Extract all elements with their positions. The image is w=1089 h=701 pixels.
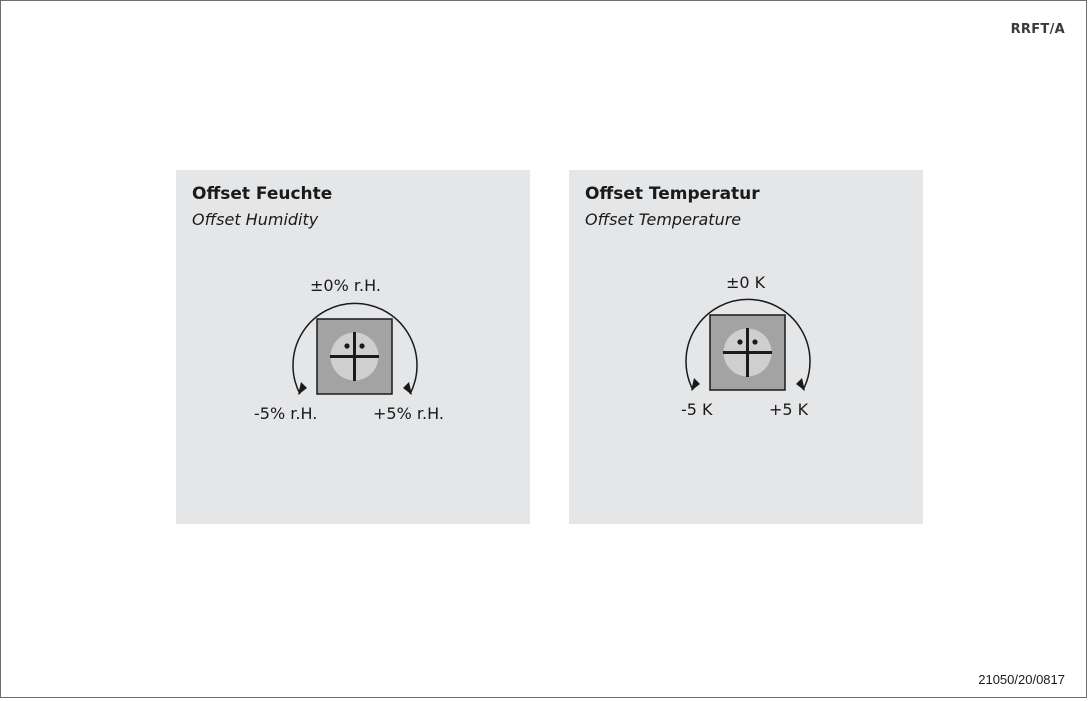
humidity-left-label: -5% r.H. bbox=[254, 404, 318, 423]
rotation-arc bbox=[292, 302, 418, 395]
knob-dot-left bbox=[344, 343, 350, 349]
humidity-panel-subtitle: Offset Humidity bbox=[192, 210, 319, 229]
temperature-panel-subtitle: Offset Temperature bbox=[585, 210, 742, 229]
humidity-panel-title: Offset Feuchte bbox=[192, 184, 333, 204]
temperature-center-label: ±0 K bbox=[726, 273, 766, 292]
knob-dot-right bbox=[752, 339, 758, 345]
document-number: 21050/20/0817 bbox=[978, 672, 1065, 687]
knob-slot-horizontal bbox=[330, 355, 379, 358]
knob-slot-horizontal bbox=[723, 351, 772, 354]
temperature-offset-panel: Offset Temperatur Offset Temperature ±0 … bbox=[569, 170, 923, 524]
temperature-right-label: +5 K bbox=[769, 400, 809, 419]
temperature-panel-title: Offset Temperatur bbox=[585, 184, 760, 204]
knob-dot-left bbox=[737, 339, 743, 345]
humidity-center-label: ±0% r.H. bbox=[310, 276, 381, 295]
rotation-arc bbox=[685, 298, 811, 391]
temperature-potentiometer-diagram bbox=[685, 298, 811, 391]
knob-dot-right bbox=[359, 343, 365, 349]
humidity-potentiometer-diagram bbox=[292, 302, 418, 395]
humidity-offset-panel: Offset Feuchte Offset Humidity ±0% r.H. … bbox=[176, 170, 530, 524]
right-arrow-icon bbox=[796, 378, 805, 391]
left-arrow-icon bbox=[691, 378, 700, 391]
right-arrow-icon bbox=[403, 382, 412, 395]
temperature-left-label: -5 K bbox=[681, 400, 713, 419]
model-code: RRFT/A bbox=[1010, 22, 1065, 37]
left-arrow-icon bbox=[298, 382, 307, 395]
humidity-right-label: +5% r.H. bbox=[373, 404, 444, 423]
